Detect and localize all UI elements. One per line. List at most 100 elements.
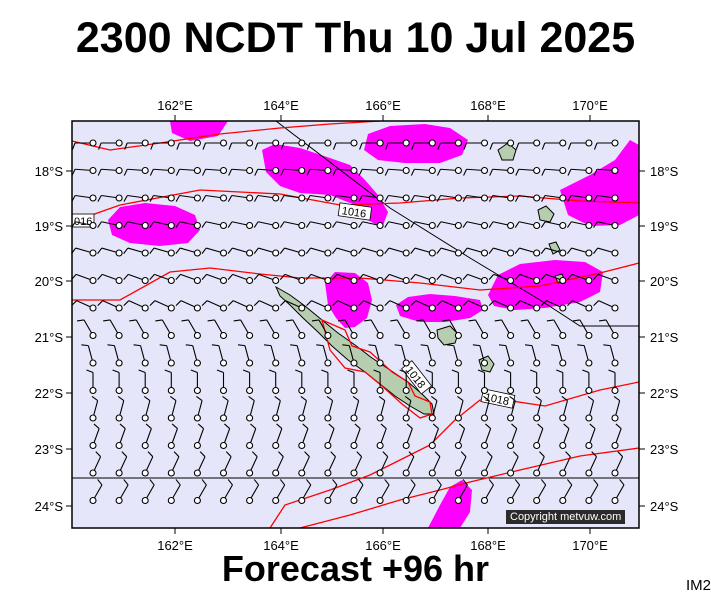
wind-barb xyxy=(190,369,201,395)
wind-barb xyxy=(81,344,97,367)
wind-barb xyxy=(305,221,332,230)
wind-barb xyxy=(390,319,410,340)
wind-barb xyxy=(488,194,515,202)
wind-barb xyxy=(494,319,515,340)
wind-barb xyxy=(246,423,257,450)
wind-barb xyxy=(175,221,201,230)
wind-barb xyxy=(150,139,175,150)
wind-barb xyxy=(489,166,515,176)
wind-barb xyxy=(410,221,436,230)
wind-barb xyxy=(436,300,462,312)
wind-barb xyxy=(437,139,462,150)
wind-barb xyxy=(347,369,358,395)
copyright-badge: Copyright metvuw.com xyxy=(506,510,626,524)
wind-barb xyxy=(332,166,358,176)
wind-barb xyxy=(324,423,335,450)
wind-barb xyxy=(384,247,410,257)
wind-barb xyxy=(253,247,280,257)
wind-barb xyxy=(514,273,541,285)
wind-barb xyxy=(611,479,625,505)
wind-barb xyxy=(272,479,286,505)
wind-barb xyxy=(228,139,254,150)
wind-barb xyxy=(138,369,149,395)
wind-barb xyxy=(149,273,175,285)
wind-barb xyxy=(593,194,619,202)
wind-barb xyxy=(402,451,415,477)
wind-barb xyxy=(551,344,567,367)
wind-barb xyxy=(572,319,593,340)
wind-barb xyxy=(454,479,468,505)
wind-barb xyxy=(227,221,254,230)
wind-barb xyxy=(97,273,123,285)
wind-barb xyxy=(86,369,97,395)
wind-barb xyxy=(219,479,233,505)
wind-barb xyxy=(332,221,358,230)
lon-label: 164°E xyxy=(263,538,299,553)
wind-barb xyxy=(410,247,436,257)
wind-barb xyxy=(141,479,155,505)
wind-barb xyxy=(141,396,151,422)
wind-barb xyxy=(436,194,462,202)
wind-barb xyxy=(410,273,436,285)
wind-barb xyxy=(593,221,619,230)
wind-barb xyxy=(201,300,228,312)
wind-barb xyxy=(280,194,306,202)
wind-barb xyxy=(373,369,384,395)
wind-barb xyxy=(463,139,489,150)
wind-barb xyxy=(384,166,410,176)
wind-barb xyxy=(488,273,515,285)
wind-barb xyxy=(566,221,593,230)
lat-label: 19°S xyxy=(650,219,679,234)
wind-barb xyxy=(585,479,599,505)
wind-barb xyxy=(201,221,228,230)
wind-barb xyxy=(227,194,254,202)
wind-barb xyxy=(246,451,258,477)
wind-barb xyxy=(358,247,384,257)
wind-barb xyxy=(202,166,228,176)
wind-barb xyxy=(242,369,254,395)
wind-barb xyxy=(611,451,624,477)
isobar-label: 1018 xyxy=(484,391,510,408)
wind-barb xyxy=(290,344,306,367)
wind-barb xyxy=(428,396,438,422)
wind-barb xyxy=(89,479,103,505)
wind-barb xyxy=(228,166,254,176)
wind-barb xyxy=(337,319,358,340)
wind-barb xyxy=(350,479,364,505)
lat-label: 21°S xyxy=(35,330,64,345)
wind-barb xyxy=(488,221,515,230)
wind-barb xyxy=(141,423,152,450)
wind-barb xyxy=(402,396,412,422)
wind-barb xyxy=(71,139,97,150)
wind-barb xyxy=(246,396,255,422)
wind-barb xyxy=(298,423,309,450)
wind-barb xyxy=(611,423,622,450)
wind-barb xyxy=(416,319,436,340)
wind-barb xyxy=(253,221,280,230)
wind-barb xyxy=(89,451,102,477)
lon-label: 162°E xyxy=(157,98,193,113)
wind-barb xyxy=(428,423,439,450)
wind-barb xyxy=(507,396,516,422)
lon-label: 162°E xyxy=(157,538,193,553)
wind-barb xyxy=(394,344,410,367)
wind-barb xyxy=(227,300,254,312)
wind-barb xyxy=(514,221,541,230)
wind-barb xyxy=(306,166,332,176)
wind-barb xyxy=(410,194,436,202)
wind-barb xyxy=(324,396,334,422)
wind-barb xyxy=(420,344,436,367)
wind-barb xyxy=(97,221,123,230)
wind-barb xyxy=(123,194,149,202)
lat-label: 19°S xyxy=(35,219,64,234)
wind-barb xyxy=(298,396,307,422)
wind-barb xyxy=(207,319,228,340)
wind-barb xyxy=(298,479,312,505)
wind-barb xyxy=(219,451,232,477)
wind-barb xyxy=(175,247,201,257)
forecast-label: Forecast +96 hr xyxy=(221,548,490,589)
image-code-label: IM2 xyxy=(685,577,711,594)
right-latitude-labels: 18°S 19°S 20°S 21°S 22°S 23°S 24°S xyxy=(650,164,679,514)
wind-barb xyxy=(488,300,515,312)
